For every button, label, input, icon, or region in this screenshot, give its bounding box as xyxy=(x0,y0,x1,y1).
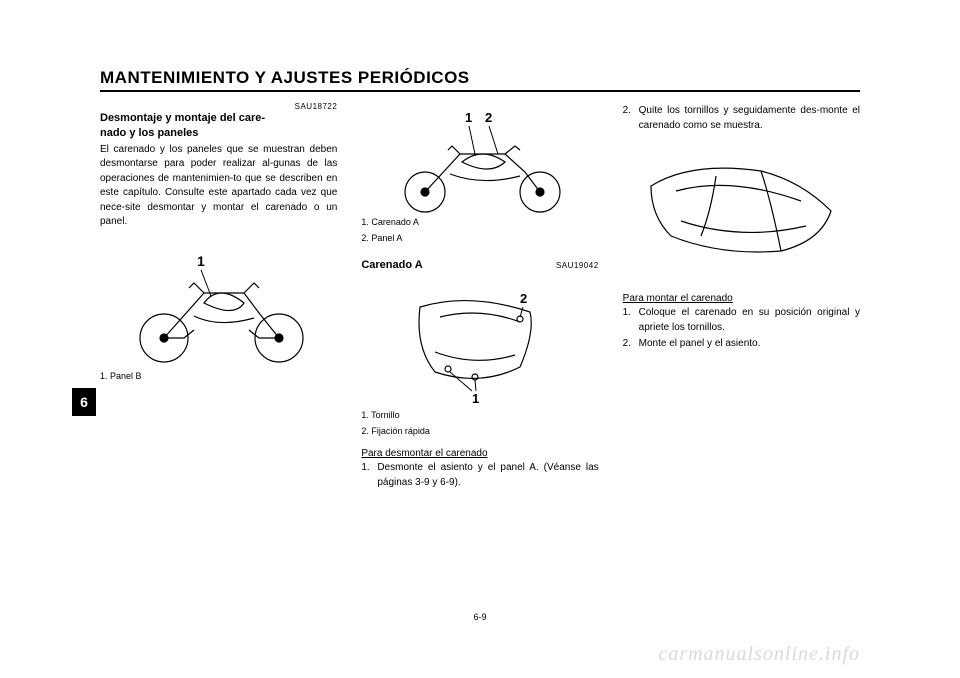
step-text: Quite los tornillos y seguidamente des-m… xyxy=(639,105,860,131)
chapter-tab: 6 xyxy=(72,388,96,416)
procedure-list: Quite los tornillos y seguidamente des-m… xyxy=(623,104,860,133)
procedure-heading: Para desmontar el carenado xyxy=(361,448,598,459)
content-columns: SAU18722 Desmontaje y montaje del care- … xyxy=(100,102,860,492)
figure-label: 1 xyxy=(472,391,479,406)
section-heading: Desmontaje y montaje del care- nado y lo… xyxy=(100,111,337,141)
figure-caption: 1. Panel B xyxy=(100,370,337,384)
figure-caption: 2. Fijación rápida xyxy=(361,425,598,439)
figure-label: 1 xyxy=(465,110,472,125)
body-paragraph: El carenado y los paneles que se muestra… xyxy=(100,143,337,230)
list-item: Desmonte el asiento y el panel A. (Véans… xyxy=(377,461,598,490)
column-1: SAU18722 Desmontaje y montaje del care- … xyxy=(100,102,337,492)
motorcycle-left-icon: 1 xyxy=(109,238,329,368)
list-item: Coloque el carenado en su posición origi… xyxy=(639,306,860,335)
motorcycle-right-icon: 1 2 xyxy=(370,104,590,214)
figure-label: 2 xyxy=(520,291,527,306)
figure-remove-cowl xyxy=(623,141,860,271)
figure-caption: 2. Panel A xyxy=(361,232,598,246)
figure-caption: 1. Tornillo xyxy=(361,409,598,423)
watermark: carmanualsonline.info xyxy=(658,643,860,666)
figure-label: 2 xyxy=(485,110,492,125)
ref-code: SAU19042 xyxy=(556,261,599,270)
column-3: Quite los tornillos y seguidamente des-m… xyxy=(623,102,860,492)
figure-caption: 1. Carenado A xyxy=(361,216,598,230)
list-item: Quite los tornillos y seguidamente des-m… xyxy=(639,104,860,133)
step-text: Desmonte el asiento y el panel A. (Véans… xyxy=(377,462,598,488)
procedure-heading: Para montar el carenado xyxy=(623,293,860,304)
figure-fairing-detail: 2 1 xyxy=(361,277,598,407)
procedure-list: Coloque el carenado en su posición origi… xyxy=(623,306,860,352)
subsection-heading: Carenado A xyxy=(361,259,422,271)
list-item: Monte el panel y el asiento. xyxy=(639,337,860,352)
manual-page: MANTENIMIENTO Y AJUSTES PERIÓDICOS SAU18… xyxy=(0,0,960,678)
figure-label: 1 xyxy=(197,253,205,269)
figure-carenado-panel-a: 1 2 xyxy=(361,104,598,214)
step-text: Monte el panel y el asiento. xyxy=(639,338,761,349)
procedure-list: Desmonte el asiento y el panel A. (Véans… xyxy=(361,461,598,490)
page-number: 6-9 xyxy=(0,612,960,622)
ref-code: SAU18722 xyxy=(100,102,337,111)
figure-panel-b: 1 xyxy=(100,238,337,368)
chapter-title: MANTENIMIENTO Y AJUSTES PERIÓDICOS xyxy=(100,68,860,92)
fairing-icon: 2 1 xyxy=(380,277,580,407)
column-2: 1 2 1. Carenado A 2. Panel A Carenado A … xyxy=(361,102,598,492)
cowl-removal-icon xyxy=(631,141,851,271)
step-text: Coloque el carenado en su posición origi… xyxy=(639,307,860,333)
